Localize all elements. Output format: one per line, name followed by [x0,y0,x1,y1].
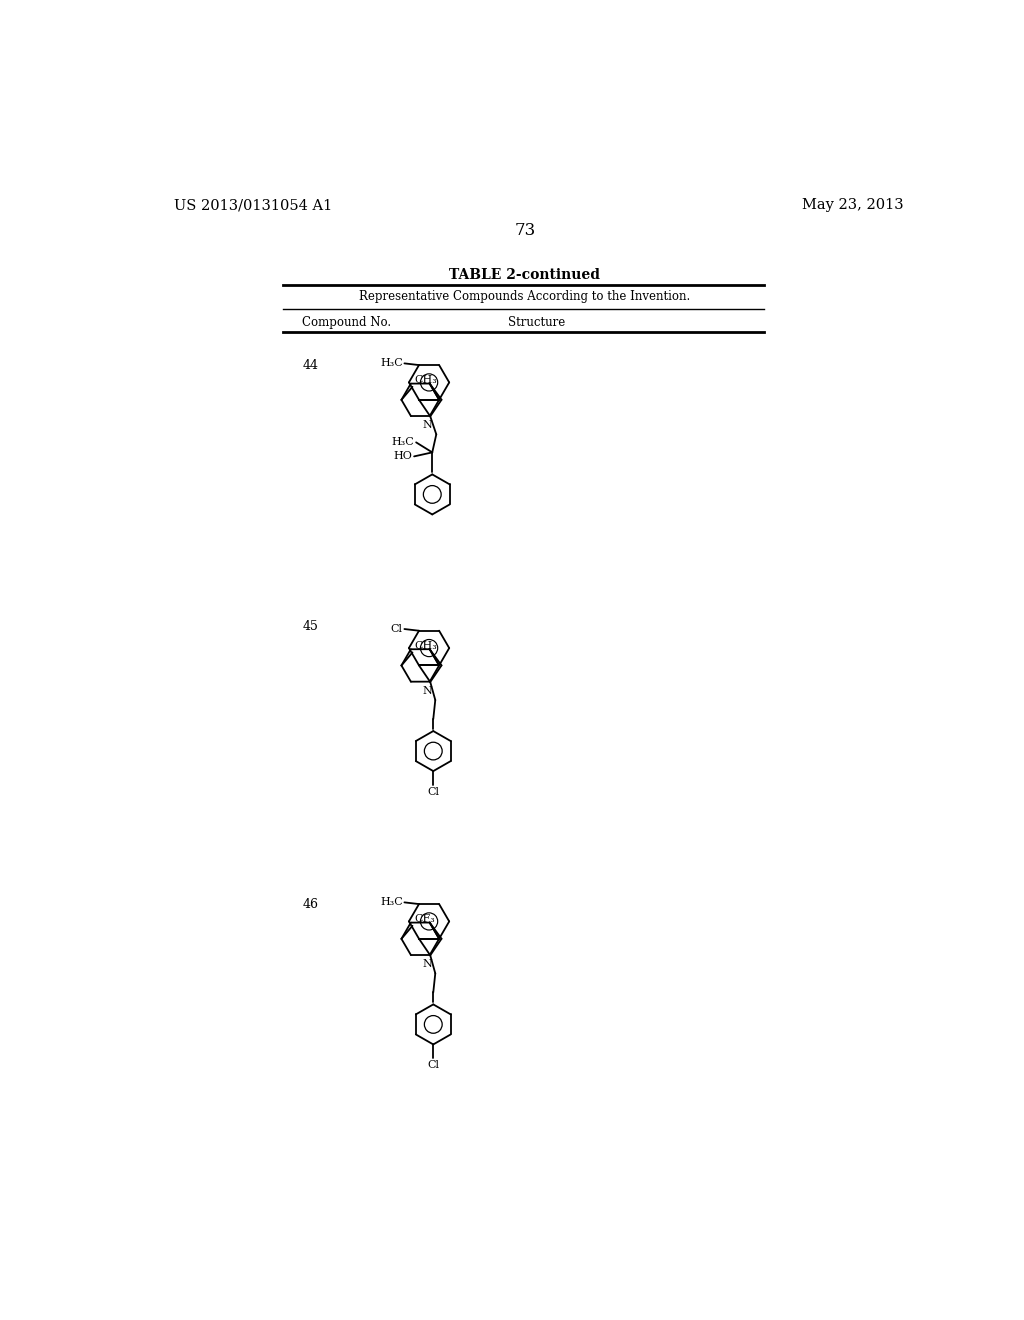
Text: Compound No.: Compound No. [302,317,391,329]
Text: H₃C: H₃C [380,898,402,907]
Text: N: N [422,960,432,969]
Text: Cl: Cl [427,787,439,797]
Text: HO: HO [393,451,413,462]
Text: TABLE 2-continued: TABLE 2-continued [450,268,600,281]
Text: CH₃: CH₃ [414,642,437,651]
Text: Cl: Cl [427,1060,439,1071]
Text: H₃C: H₃C [380,358,402,368]
Text: H₃C: H₃C [392,437,415,447]
Text: CF₃: CF₃ [414,915,435,924]
Text: 44: 44 [302,359,318,372]
Text: N: N [422,420,432,430]
Text: 73: 73 [514,222,536,239]
Text: US 2013/0131054 A1: US 2013/0131054 A1 [174,198,333,213]
Text: May 23, 2013: May 23, 2013 [802,198,904,213]
Text: N: N [422,686,432,696]
Text: Cl: Cl [391,624,402,634]
Text: 46: 46 [302,898,318,911]
Text: CH₃: CH₃ [414,375,437,385]
Text: Representative Compounds According to the Invention.: Representative Compounds According to th… [359,290,690,304]
Text: Structure: Structure [508,317,565,329]
Text: 45: 45 [302,620,318,634]
